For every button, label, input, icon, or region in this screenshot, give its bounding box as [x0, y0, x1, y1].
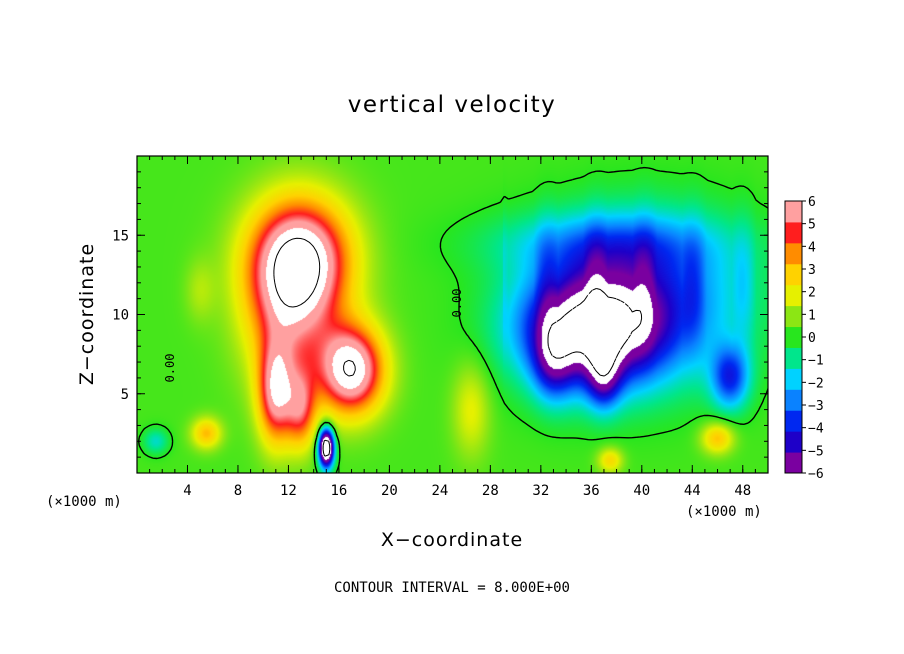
heatmap-field [137, 156, 768, 473]
colorbar-swatch [785, 431, 802, 453]
colorbar-tick-label: 6 [808, 195, 816, 210]
colorbar-swatch [785, 201, 802, 223]
x-tick-label: 12 [280, 483, 297, 499]
colorbar-tick-label: 4 [808, 240, 816, 255]
y-axis-ticks: 5 10 15 [112, 171, 768, 458]
contour-label: 0.00 [163, 354, 177, 383]
heatmap-canvas [137, 156, 768, 473]
y-tick-label: 10 [112, 308, 129, 324]
colorbar-tick-label: 1 [808, 308, 816, 323]
colorbar-swatch [785, 452, 802, 474]
contour-negative [322, 288, 643, 457]
x-tick-label: 36 [583, 483, 600, 499]
x-tick-label: 48 [734, 483, 751, 499]
y-tick-label: 15 [112, 228, 129, 244]
colorbar-swatch [785, 389, 802, 411]
x-axis-ticks: 4 8 12 16 20 24 28 32 36 40 44 48 [149, 156, 756, 499]
contour-label: 0.00 [450, 289, 464, 318]
colorbar-tick-label: −1 [808, 354, 824, 369]
colorbar-swatch [785, 410, 802, 432]
colorbar-tick-label: −3 [808, 399, 824, 414]
colorbar-tick-label: 5 [808, 218, 816, 233]
colorbar-swatch [785, 368, 802, 390]
colorbar-swatch [785, 263, 802, 286]
y-axis-label: Z−coordinate [76, 243, 98, 385]
x-axis-label: X−coordinate [381, 529, 523, 551]
x-tick-label: 4 [183, 483, 191, 499]
colorbar-tick-label: −4 [808, 422, 824, 437]
colorbar-tick-label: −2 [808, 376, 824, 391]
x-tick-label: 16 [330, 483, 347, 499]
x-tick-label: 32 [532, 483, 549, 499]
contour-interval-note: CONTOUR INTERVAL = 8.000E+00 [334, 580, 570, 596]
colorbar-swatch [785, 305, 802, 328]
colorbar-swatch [785, 242, 802, 265]
contour-positive [273, 237, 356, 377]
x-tick-label: 8 [234, 483, 242, 499]
colorbar-swatch [785, 347, 802, 369]
x-tick-label: 20 [381, 483, 398, 499]
chart-title: vertical velocity [348, 92, 556, 118]
y-tick-label: 5 [121, 387, 129, 403]
contour-zero [138, 166, 768, 473]
colorbar-tick-label: −5 [808, 444, 824, 459]
x-tick-label: 24 [431, 483, 448, 499]
colorbar-tick-label: 2 [808, 286, 816, 301]
colorbar-swatch [785, 326, 802, 348]
plot-area: 0.00 0.00 [136, 155, 769, 474]
contour-lines [138, 166, 768, 473]
x-unit-label-left: (×1000 m) [46, 494, 122, 510]
colorbar-swatch [785, 284, 802, 307]
x-tick-label: 40 [633, 483, 650, 499]
x-tick-label: 28 [482, 483, 499, 499]
x-unit-label-right: (×1000 m) [686, 504, 762, 520]
colorbar-tick-label: −6 [808, 467, 824, 482]
colorbar-swatch [785, 221, 802, 244]
contour-labels: 0.00 0.00 [163, 289, 464, 383]
colorbar: 6 5 4 3 2 1 0 −1 −2 −3 −4 −5 −6 [784, 195, 824, 482]
colorbar-tick-label: 3 [808, 263, 816, 278]
x-tick-label: 44 [684, 483, 701, 499]
colorbar-tick-label: 0 [808, 331, 816, 346]
